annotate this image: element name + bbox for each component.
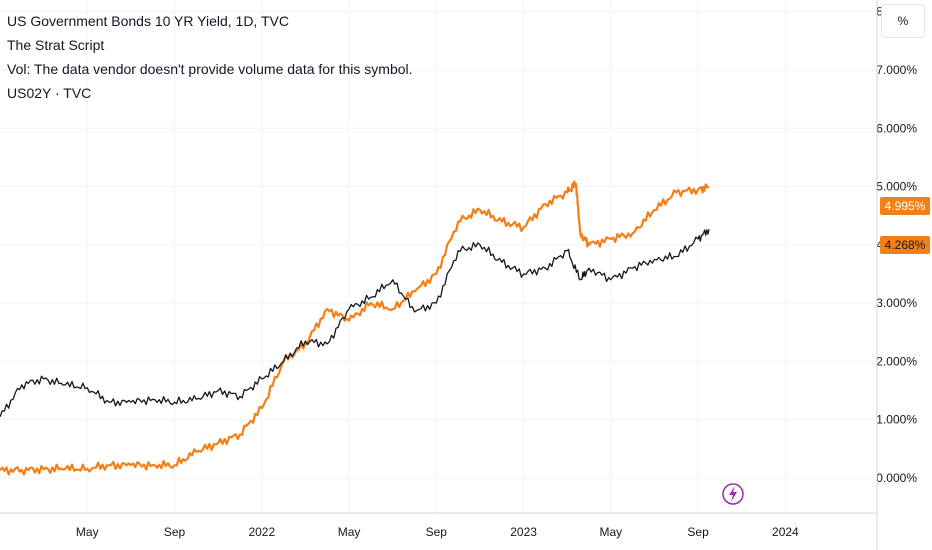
y-tick-label: 6.000% [876, 121, 917, 135]
x-tick-label: Sep [687, 525, 709, 539]
percent-scale-button[interactable]: % [881, 4, 925, 38]
y-tick-label: 3.000% [876, 296, 917, 310]
grid-layer [0, 0, 877, 513]
volume-note: Vol: The data vendor doesn't provide vol… [7, 61, 413, 77]
y-tick-label: 7.000% [876, 63, 917, 77]
event-marker[interactable] [722, 483, 744, 505]
x-tick-label: May [600, 525, 623, 539]
x-tick-label: 2023 [510, 525, 537, 539]
series-line-us10y[interactable] [0, 229, 710, 418]
x-tick-label: May [338, 525, 361, 539]
last-price-badge-us10y: 4.268% [880, 236, 930, 254]
chart-title[interactable]: US Government Bonds 10 YR Yield, 1D, TVC [7, 13, 289, 29]
lightning-icon [729, 486, 737, 502]
x-tick-label: 2024 [772, 525, 799, 539]
x-tick-label: 2022 [248, 525, 275, 539]
x-tick-label: Sep [164, 525, 186, 539]
y-tick-label: 1.000% [876, 413, 917, 427]
last-price-badge-us02y: 4.995% [880, 197, 930, 215]
compare-symbol-label[interactable]: US02Y · TVC [7, 85, 92, 101]
series-layer [0, 180, 710, 476]
chart-legend: US Government Bonds 10 YR Yield, 1D, TVC… [7, 9, 413, 105]
x-tick-label: Sep [426, 525, 448, 539]
y-tick-label: 2.000% [876, 354, 917, 368]
series-line-us02y[interactable] [0, 180, 710, 476]
x-tick-label: May [76, 525, 99, 539]
y-tick-label: 0.000% [876, 471, 917, 485]
y-tick-label: 5.000% [876, 180, 917, 194]
indicator-label[interactable]: The Strat Script [7, 37, 105, 53]
x-axis[interactable]: May Sep 2022 May Sep 2023 May Sep 2024 [76, 525, 799, 539]
